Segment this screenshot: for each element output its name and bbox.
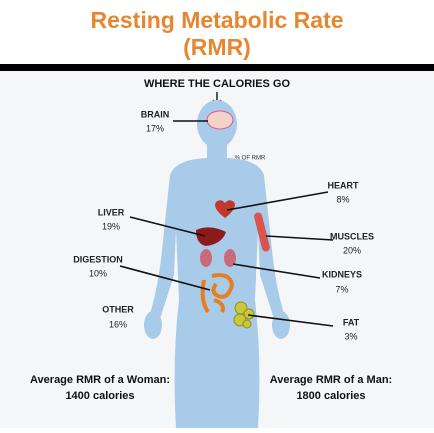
body [144, 100, 290, 428]
subtitle: (RMR) [183, 34, 251, 60]
header-bg [0, 0, 434, 64]
kidney [224, 249, 236, 267]
heading: WHERE THE CALORIES GO [144, 78, 291, 90]
man-label: Average RMR of a Man: [270, 374, 392, 386]
brain [206, 110, 234, 130]
liver [196, 227, 226, 246]
muscle [254, 212, 270, 252]
organ-label: BRAIN [141, 109, 170, 119]
organ-label: LIVER [98, 207, 125, 217]
organ-share: 17% [146, 123, 164, 133]
organ-share: 19% [102, 221, 120, 231]
organ-label: DIGESTION [73, 254, 123, 264]
organ-share: 10% [89, 268, 107, 278]
woman-label: Average RMR of a Woman: [30, 374, 170, 386]
unit-note: % OF RMR [235, 156, 266, 162]
heart [215, 200, 235, 218]
organ-share: 20% [343, 245, 361, 255]
organ-label: MUSCLES [330, 231, 374, 241]
organ-share: 7% [335, 284, 348, 294]
woman-value: 1400 calories [65, 390, 134, 402]
divider [0, 64, 434, 71]
organ-label: KIDNEYS [322, 269, 362, 279]
organ-share: 3% [344, 331, 357, 341]
fat [233, 301, 255, 329]
organ-share: 16% [109, 319, 127, 329]
intestines [200, 273, 235, 314]
organ-share: 8% [336, 194, 349, 204]
organ-label: OTHER [102, 304, 134, 314]
organ-label: FAT [343, 317, 360, 327]
title: Resting Metabolic Rate [90, 7, 343, 33]
man-value: 1800 calories [296, 390, 365, 402]
organ-label: HEART [328, 180, 360, 190]
kidney [200, 249, 212, 267]
leader-lines [119, 120, 334, 327]
